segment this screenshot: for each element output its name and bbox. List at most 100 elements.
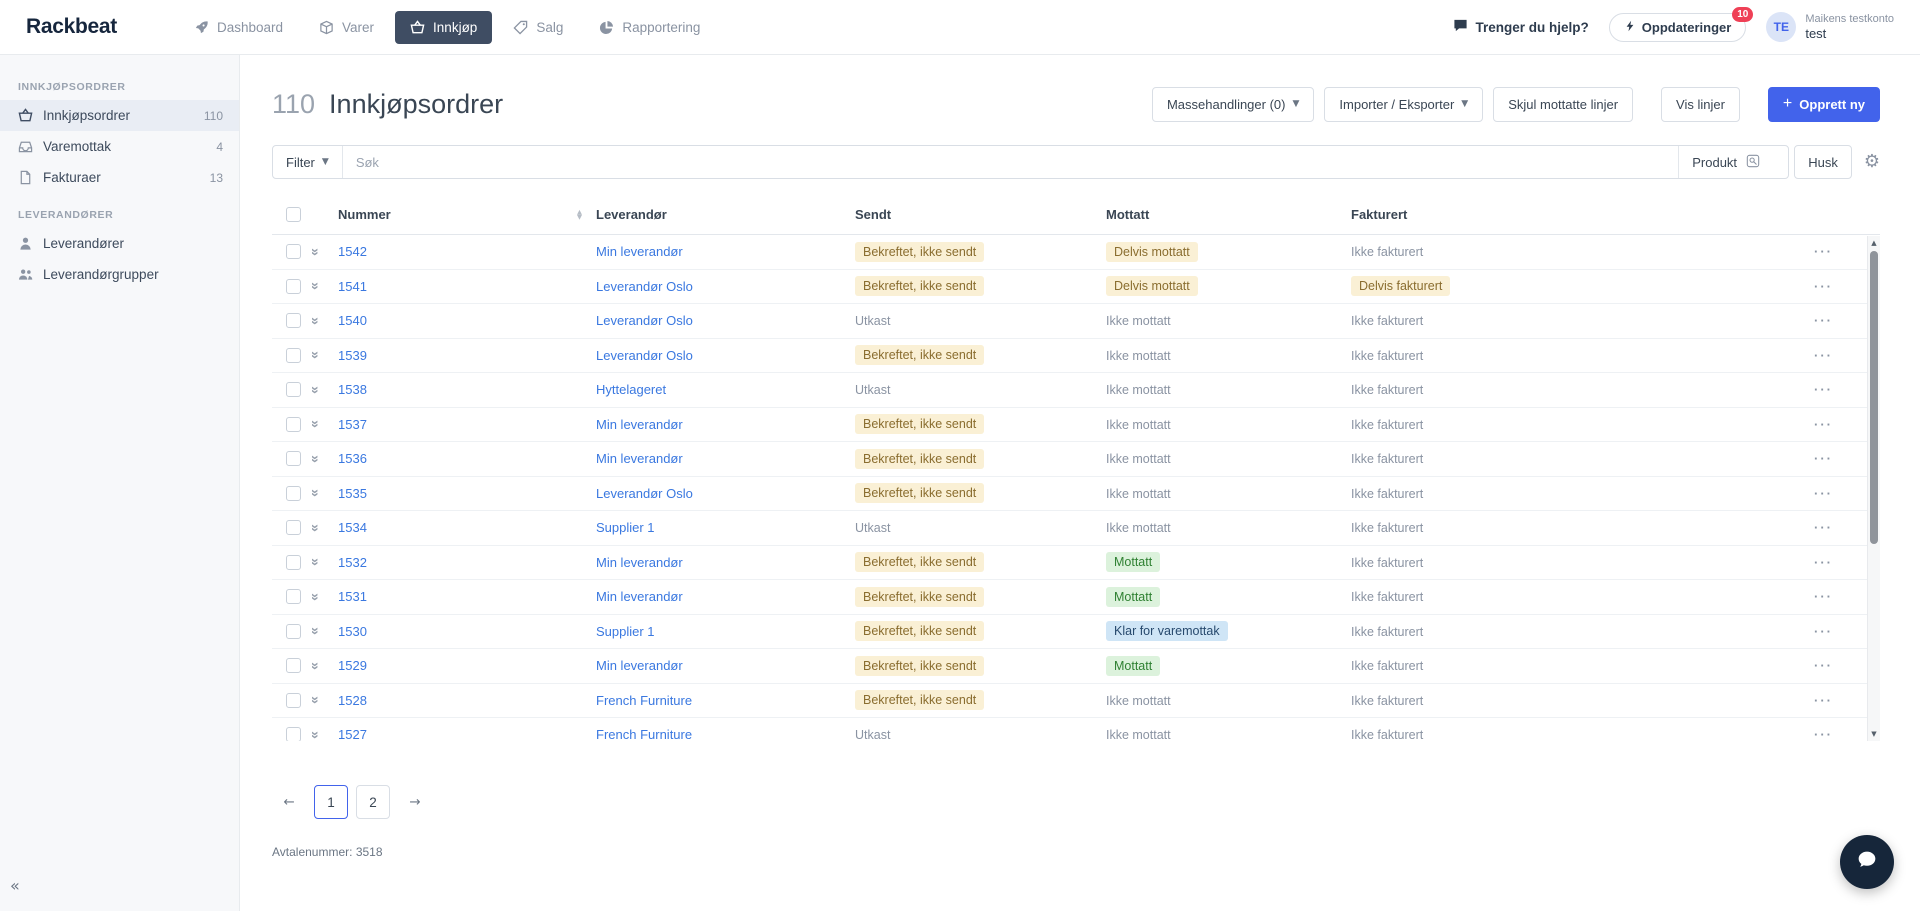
row-checkbox[interactable]	[286, 554, 301, 570]
table-row[interactable]: » 1540 Leverandør Oslo Utkast Ikke motta…	[272, 304, 1880, 339]
select-all-checkbox[interactable]	[286, 207, 301, 222]
expand-chevrons-icon[interactable]: »	[307, 247, 324, 256]
supplier-link[interactable]: Min leverandør	[596, 589, 683, 605]
order-number-link[interactable]: 1542	[338, 244, 367, 260]
supplier-link[interactable]: Min leverandør	[596, 416, 683, 432]
gear-icon[interactable]: ⚙	[1863, 151, 1880, 172]
import-export-button[interactable]: Importer / Eksporter ▼	[1324, 86, 1484, 122]
supplier-link[interactable]: Leverandør Oslo	[596, 347, 693, 363]
supplier-link[interactable]: Min leverandør	[596, 244, 683, 260]
order-number-link[interactable]: 1530	[338, 623, 367, 639]
supplier-link[interactable]: Leverandør Oslo	[596, 278, 693, 294]
row-checkbox[interactable]	[286, 313, 301, 329]
supplier-link[interactable]: Leverandør Oslo	[596, 485, 693, 501]
row-actions-button[interactable]: ···	[1814, 727, 1833, 741]
row-actions-button[interactable]: ···	[1814, 658, 1833, 674]
expand-chevrons-icon[interactable]: »	[307, 592, 324, 601]
row-checkbox[interactable]	[286, 416, 301, 432]
order-number-link[interactable]: 1528	[338, 692, 367, 708]
row-checkbox[interactable]	[286, 382, 301, 398]
product-filter-dropdown[interactable]: Produkt	[1678, 146, 1788, 178]
table-row[interactable]: » 1529 Min leverandør Bekreftet, ikke se…	[272, 649, 1880, 684]
table-row[interactable]: » 1537 Min leverandør Bekreftet, ikke se…	[272, 408, 1880, 442]
supplier-link[interactable]: Hyttelageret	[596, 382, 667, 398]
row-actions-button[interactable]: ···	[1814, 313, 1833, 329]
row-checkbox[interactable]	[286, 520, 301, 536]
nav-item-dashboard[interactable]: Dashboard	[179, 11, 298, 44]
order-number-link[interactable]: 1539	[338, 347, 367, 363]
pagination-page-2[interactable]: 2	[356, 785, 390, 819]
order-number-link[interactable]: 1527	[338, 727, 367, 741]
row-actions-button[interactable]: ···	[1814, 520, 1833, 536]
table-row[interactable]: » 1530 Supplier 1 Bekreftet, ikke sendt …	[272, 615, 1880, 649]
expand-chevrons-icon[interactable]: »	[307, 454, 324, 463]
order-number-link[interactable]: 1529	[338, 658, 367, 674]
supplier-link[interactable]: French Furniture	[596, 727, 693, 741]
expand-chevrons-icon[interactable]: »	[307, 523, 324, 532]
table-row[interactable]: » 1535 Leverandør Oslo Bekreftet, ikke s…	[272, 477, 1880, 511]
nav-item-rapportering[interactable]: Rapportering	[584, 11, 715, 44]
row-actions-button[interactable]: ···	[1814, 451, 1833, 467]
supplier-link[interactable]: Leverandør Oslo	[596, 313, 693, 329]
pagination-next-button[interactable]: →	[398, 785, 432, 819]
order-number-link[interactable]: 1541	[338, 278, 367, 294]
order-number-link[interactable]: 1538	[338, 382, 367, 398]
table-row[interactable]: » 1534 Supplier 1 Utkast Ikke mottatt Ik…	[272, 511, 1880, 546]
expand-chevrons-icon[interactable]: »	[307, 661, 324, 670]
help-button[interactable]: Trenger du hjelp?	[1453, 18, 1589, 36]
supplier-link[interactable]: Min leverandør	[596, 451, 683, 467]
row-actions-button[interactable]: ···	[1814, 347, 1833, 363]
scroll-up-icon[interactable]: ▲	[1871, 239, 1877, 247]
row-checkbox[interactable]	[286, 658, 301, 674]
expand-chevrons-icon[interactable]: »	[307, 420, 324, 429]
column-header-fakturert[interactable]: Fakturert	[1351, 207, 1408, 222]
rackbeat-logo[interactable]: Rackbeat	[26, 15, 117, 38]
expand-chevrons-icon[interactable]: »	[307, 696, 324, 705]
table-row[interactable]: » 1532 Min leverandør Bekreftet, ikke se…	[272, 546, 1880, 580]
column-header-sendt[interactable]: Sendt	[855, 207, 892, 222]
order-number-link[interactable]: 1535	[338, 485, 367, 501]
create-new-button[interactable]: + Opprett ny	[1767, 86, 1880, 122]
expand-chevrons-icon[interactable]: »	[307, 385, 324, 394]
row-actions-button[interactable]: ···	[1814, 244, 1833, 260]
column-header-leverandor[interactable]: Leverandør	[596, 207, 667, 222]
table-scrollbar[interactable]: ▲ ▼	[1867, 236, 1880, 741]
table-row[interactable]: » 1541 Leverandør Oslo Bekreftet, ikke s…	[272, 270, 1880, 304]
expand-chevrons-icon[interactable]: »	[307, 558, 324, 567]
order-number-link[interactable]: 1531	[338, 589, 367, 605]
sidebar-item-innkjopsordrer[interactable]: Innkjøpsordrer 110	[0, 100, 239, 131]
scroll-down-icon[interactable]: ▼	[1871, 730, 1877, 738]
table-row[interactable]: » 1539 Leverandør Oslo Bekreftet, ikke s…	[272, 339, 1880, 373]
nav-item-salg[interactable]: Salg	[498, 11, 578, 44]
expand-chevrons-icon[interactable]: »	[307, 316, 324, 325]
sort-icon[interactable]: ▲ ▼	[577, 207, 582, 221]
avatar[interactable]: TE	[1766, 12, 1797, 42]
supplier-link[interactable]: Supplier 1	[596, 623, 655, 639]
chat-widget-button[interactable]	[1840, 835, 1894, 889]
bulk-actions-button[interactable]: Massehandlinger (0) ▼	[1151, 86, 1315, 122]
row-actions-button[interactable]: ···	[1814, 278, 1833, 294]
order-number-link[interactable]: 1534	[338, 520, 367, 536]
row-checkbox[interactable]	[286, 451, 301, 467]
row-checkbox[interactable]	[286, 727, 301, 741]
row-actions-button[interactable]: ···	[1814, 623, 1833, 639]
nav-item-innkjop[interactable]: Innkjøp	[395, 10, 493, 44]
row-checkbox[interactable]	[286, 589, 301, 605]
sidebar-item-varemottak[interactable]: Varemottak 4	[0, 131, 239, 162]
expand-chevrons-icon[interactable]: »	[307, 489, 324, 498]
filter-dropdown[interactable]: Filter ▼	[273, 146, 343, 178]
table-row[interactable]: » 1531 Min leverandør Bekreftet, ikke se…	[272, 580, 1880, 615]
row-actions-button[interactable]: ···	[1814, 416, 1833, 432]
row-checkbox[interactable]	[286, 347, 301, 363]
expand-chevrons-icon[interactable]: »	[307, 282, 324, 291]
pagination-page-1[interactable]: 1	[314, 785, 348, 819]
supplier-link[interactable]: Min leverandør	[596, 554, 683, 570]
search-input[interactable]	[342, 146, 1679, 178]
row-actions-button[interactable]: ···	[1814, 485, 1833, 501]
row-actions-button[interactable]: ···	[1814, 554, 1833, 570]
row-checkbox[interactable]	[286, 692, 301, 708]
row-actions-button[interactable]: ···	[1814, 692, 1833, 708]
row-checkbox[interactable]	[286, 623, 301, 639]
expand-chevrons-icon[interactable]: »	[307, 730, 324, 739]
order-number-link[interactable]: 1532	[338, 554, 367, 570]
